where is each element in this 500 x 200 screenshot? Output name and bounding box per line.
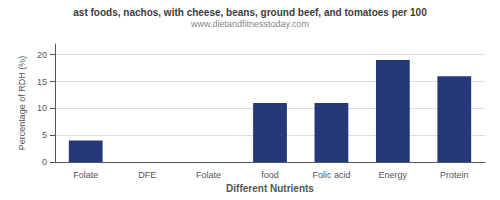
svg-text:0: 0	[42, 157, 47, 167]
svg-text:10: 10	[37, 103, 47, 113]
svg-text:Energy: Energy	[379, 170, 408, 180]
svg-text:15: 15	[37, 77, 47, 87]
svg-text:DFE: DFE	[138, 170, 156, 180]
svg-text:Folate: Folate	[196, 170, 221, 180]
svg-text:Folic acid: Folic acid	[312, 170, 350, 180]
svg-text:Percentage of RDH (%): Percentage of RDH (%)	[17, 56, 27, 151]
svg-text:Folate: Folate	[73, 170, 98, 180]
svg-text:www.dietandfitnesstoday.com: www.dietandfitnesstoday.com	[190, 19, 309, 29]
svg-text:Protein: Protein	[440, 170, 469, 180]
svg-text:Different Nutrients: Different Nutrients	[226, 183, 314, 194]
svg-text:20: 20	[37, 50, 47, 60]
svg-text:ast foods, nachos, with cheese: ast foods, nachos, with cheese, beans, g…	[73, 7, 427, 18]
svg-text:food: food	[261, 170, 279, 180]
svg-text:5: 5	[42, 130, 47, 140]
